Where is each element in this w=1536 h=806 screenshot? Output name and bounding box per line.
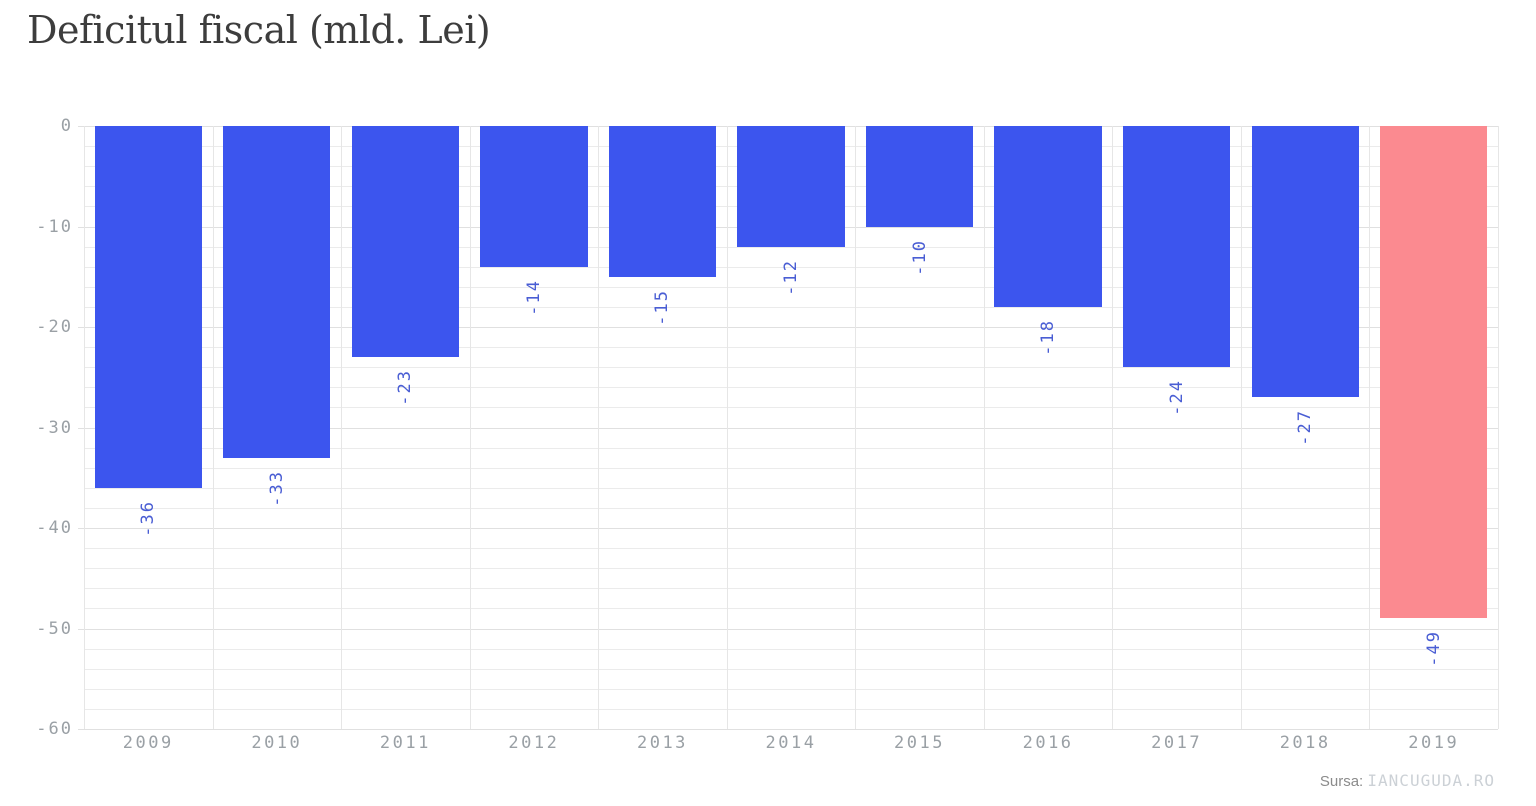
gridline-minor [84, 266, 1498, 268]
gridline-minor [84, 688, 1498, 690]
gridline-major [78, 628, 1498, 630]
x-tick-label: 2017 [1151, 733, 1203, 753]
gridline-vertical [212, 126, 214, 729]
gridline-vertical [341, 126, 343, 729]
gridline-minor [84, 347, 1498, 349]
bar-value-label: -10 [909, 238, 930, 276]
x-tick-label: 2015 [894, 733, 945, 753]
bar-2010[interactable] [223, 126, 331, 458]
gridline-minor [84, 588, 1498, 590]
bar-2009[interactable] [94, 126, 202, 488]
gridline-minor [84, 487, 1498, 489]
gridline-vertical [983, 126, 985, 729]
bar-value-label: -12 [781, 258, 801, 296]
gridline-minor [84, 447, 1498, 449]
plot-area: -36 -33 -23 -14 -15 -12 -10 -18 -24 -27 -49 [78, 126, 1499, 730]
x-tick-label: 2010 [251, 733, 303, 753]
y-tick-label: -40 [36, 518, 73, 538]
source-label: Sursa: [1319, 773, 1364, 790]
gridline-minor [84, 548, 1498, 550]
gridline-minor [84, 568, 1498, 570]
bar-value-label: -23 [395, 369, 416, 406]
gridline-minor [84, 387, 1498, 389]
gridline-minor [84, 648, 1498, 650]
bar-2017[interactable] [1122, 126, 1231, 368]
bar-value-label: -33 [266, 469, 287, 507]
gridline-major [78, 327, 1498, 328]
gridline-minor [84, 286, 1498, 288]
y-tick-label: -10 [36, 216, 73, 237]
x-tick-label: 2016 [1022, 733, 1074, 753]
gridline-minor [84, 668, 1498, 670]
x-tick-label: 2019 [1408, 733, 1460, 753]
y-tick-label: -20 [36, 317, 73, 337]
gridline-vertical [1498, 126, 1499, 729]
bar-value-label: -24 [1166, 379, 1187, 416]
gridline-vertical [469, 126, 471, 729]
bar-2013[interactable] [608, 126, 717, 277]
bar-2011[interactable] [351, 126, 460, 358]
x-tick-label: 2014 [765, 733, 817, 753]
bar-2015[interactable] [865, 126, 974, 227]
gridline-minor [84, 306, 1498, 308]
gridline-major [78, 729, 1498, 730]
gridline-major [78, 427, 1498, 429]
bar-2018[interactable] [1251, 126, 1359, 398]
gridline-minor [84, 367, 1498, 369]
gridline-vertical [726, 126, 728, 729]
bar-value-label: -15 [652, 288, 673, 326]
gridline-vertical [855, 126, 857, 729]
gridline-minor [84, 708, 1498, 710]
gridline-vertical [1369, 126, 1371, 729]
bar-value-label: -14 [523, 278, 544, 316]
gridline-minor [84, 467, 1498, 469]
bar-2012[interactable] [480, 126, 588, 267]
gridline-vertical [598, 126, 600, 729]
gridline-minor [84, 246, 1498, 248]
gridline-vertical [1112, 126, 1114, 729]
gridline-vertical [1240, 126, 1242, 729]
bar-2014[interactable] [737, 126, 845, 247]
source-link[interactable]: IANCUGUDA.RO [1367, 771, 1495, 790]
x-tick-label: 2011 [379, 733, 431, 753]
bar-value-label: -18 [1038, 318, 1059, 356]
gridline-minor [84, 608, 1498, 610]
x-tick-label: 2012 [508, 733, 560, 753]
bar-value-label: -49 [1423, 630, 1444, 668]
y-tick-label: -60 [36, 719, 73, 739]
y-tick-label: -30 [36, 417, 73, 438]
y-tick-label: -50 [36, 618, 73, 639]
y-tick-label: 0 [60, 116, 73, 136]
bar-value-label: -36 [138, 499, 159, 537]
x-tick-label: 2018 [1279, 733, 1331, 753]
chart-title: Deficitul fiscal (mld. Lei) [27, 8, 491, 52]
x-tick-label: 2013 [636, 733, 688, 753]
source-credit: Sursa: IANCUGUDA.RO [1320, 771, 1495, 792]
bar-value-label: -27 [1295, 409, 1316, 447]
gridline-minor [84, 407, 1498, 409]
bar-2019[interactable] [1380, 126, 1488, 619]
bar-2016[interactable] [994, 126, 1102, 307]
gridline-minor [84, 507, 1498, 509]
gridline-vertical [84, 126, 85, 729]
x-tick-label: 2009 [122, 733, 174, 753]
gridline-major [78, 528, 1498, 529]
